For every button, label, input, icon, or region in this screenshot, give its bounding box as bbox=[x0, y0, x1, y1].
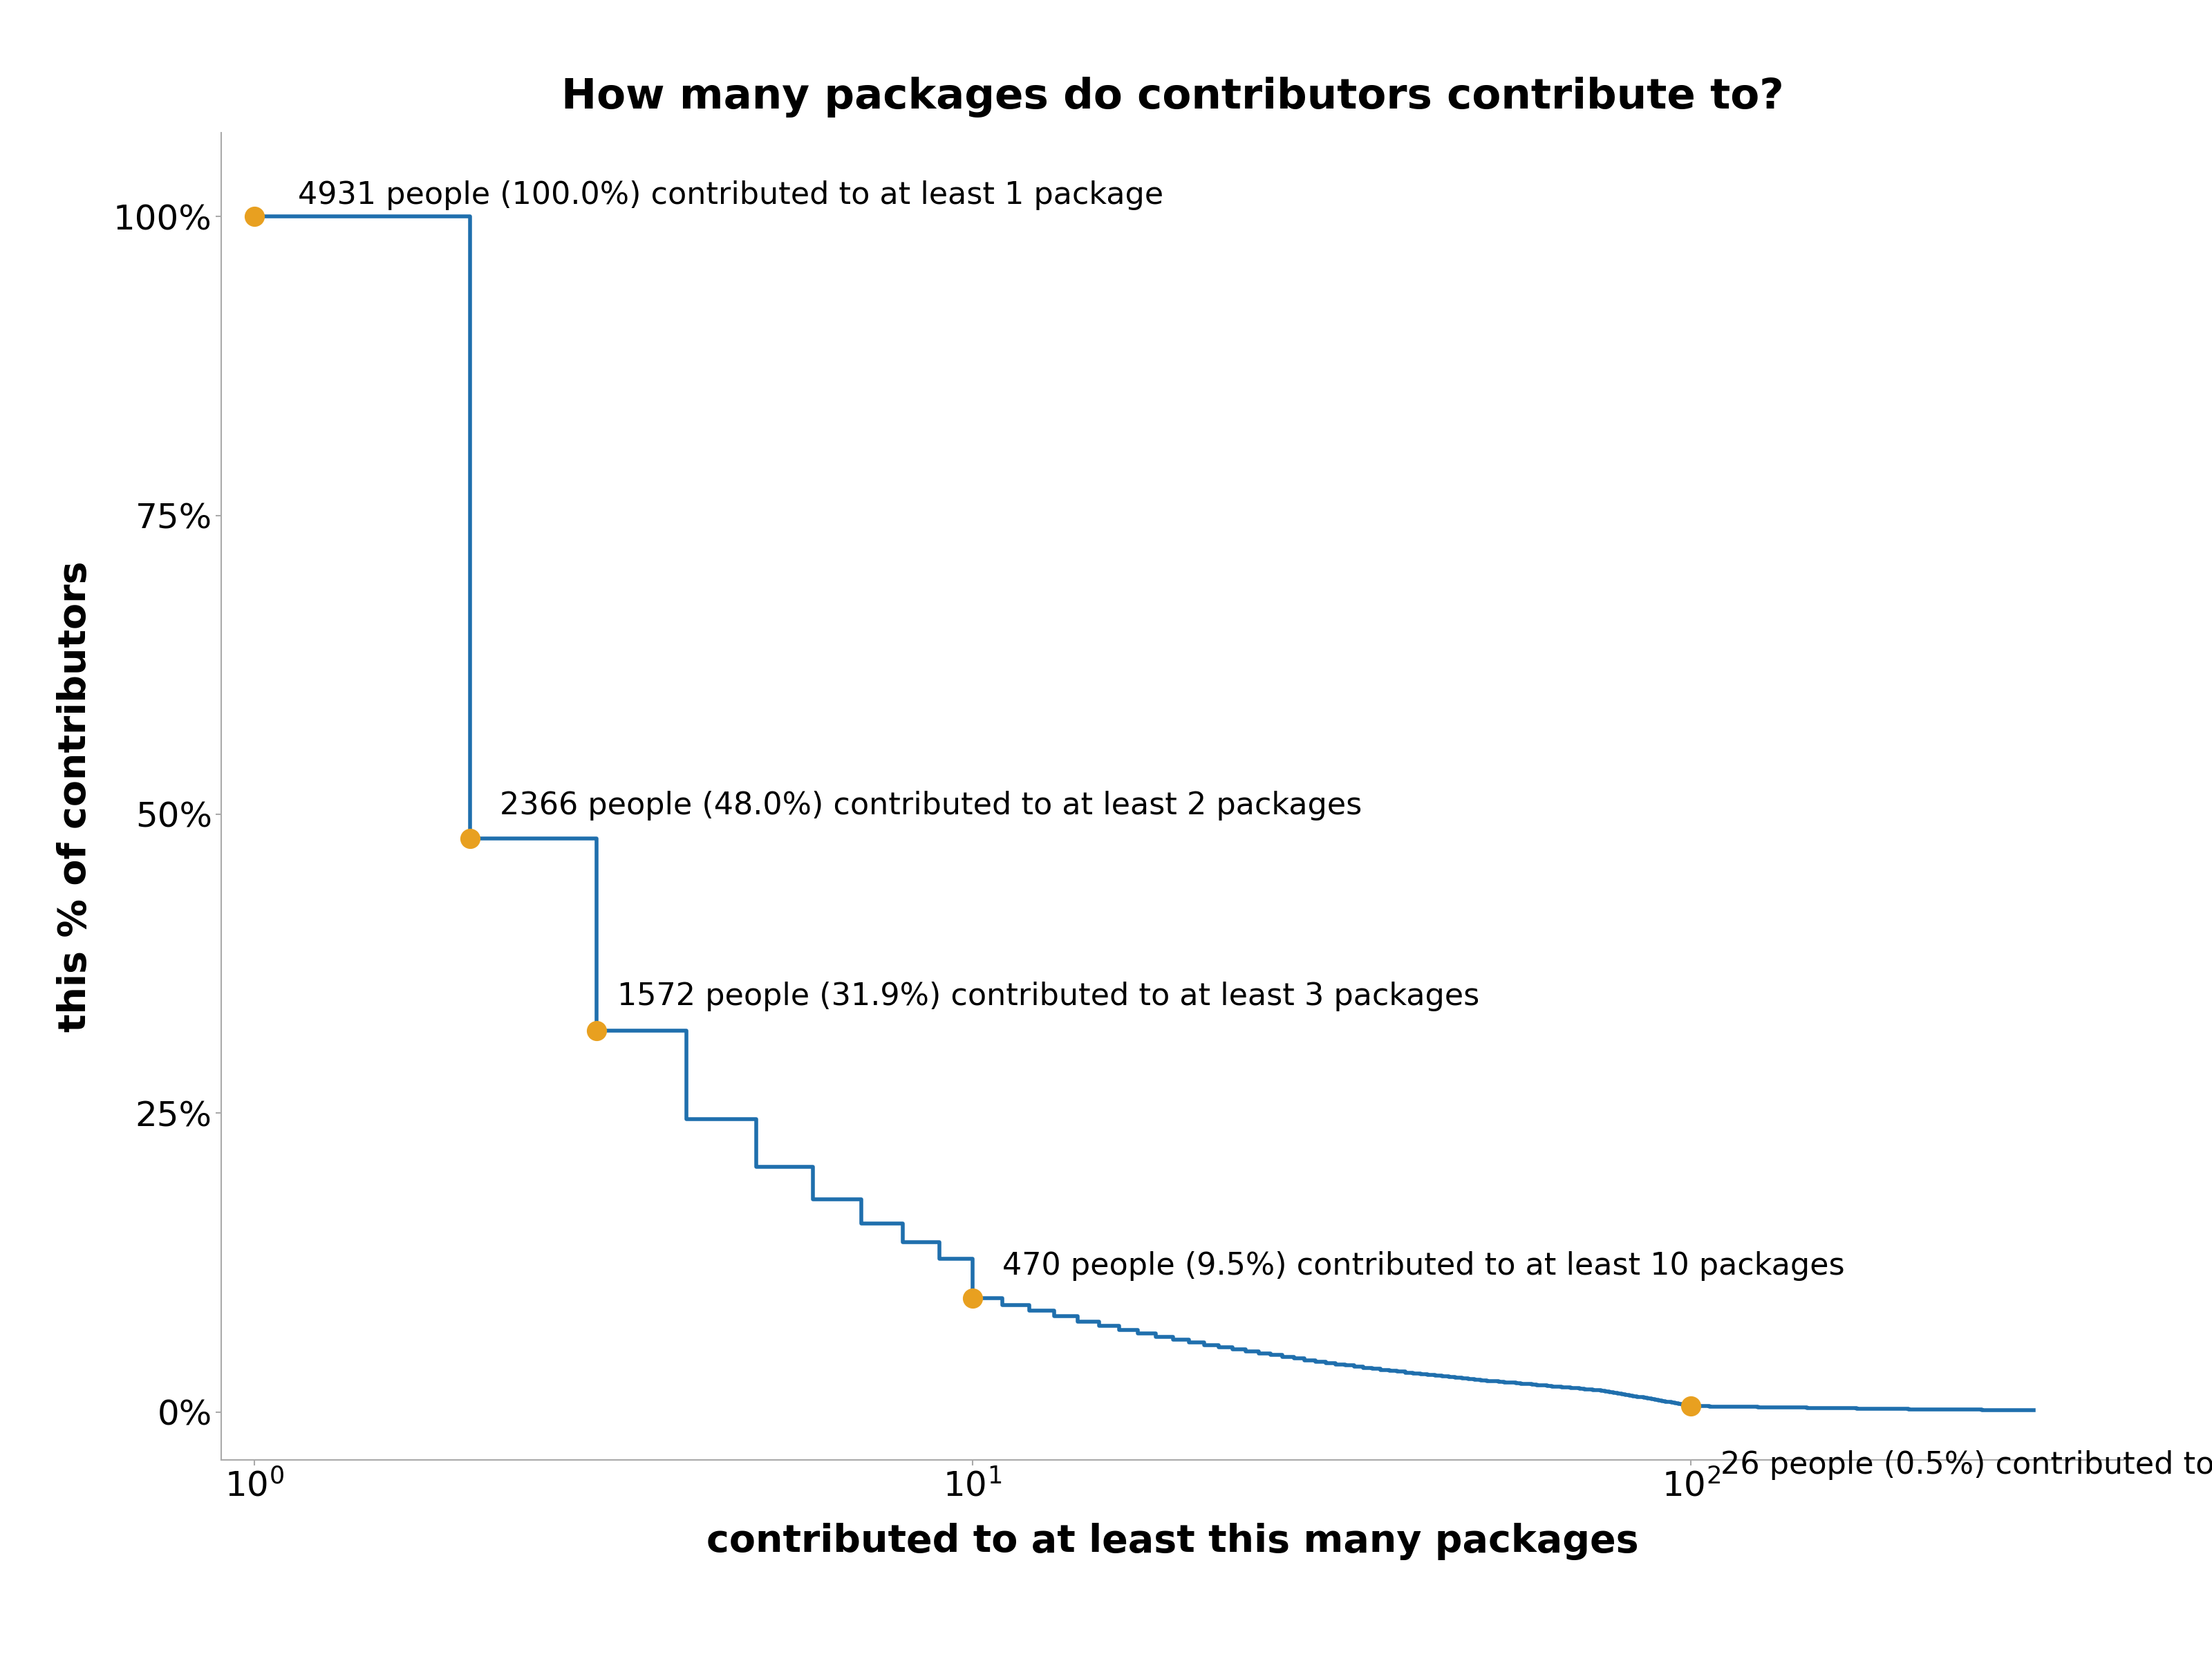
Title: How many packages do contributors contribute to?: How many packages do contributors contri… bbox=[562, 76, 1783, 118]
Text: 470 people (9.5%) contributed to at least 10 packages: 470 people (9.5%) contributed to at leas… bbox=[1002, 1251, 1845, 1281]
Text: 26 people (0.5%) contributed to at least 100 packages: 26 people (0.5%) contributed to at least… bbox=[1721, 1450, 2212, 1480]
Y-axis label: this % of contributors: this % of contributors bbox=[58, 561, 95, 1032]
Text: 1572 people (31.9%) contributed to at least 3 packages: 1572 people (31.9%) contributed to at le… bbox=[617, 982, 1480, 1012]
Text: 4931 people (100.0%) contributed to at least 1 package: 4931 people (100.0%) contributed to at l… bbox=[299, 181, 1164, 211]
Text: 2366 people (48.0%) contributed to at least 2 packages: 2366 people (48.0%) contributed to at le… bbox=[500, 790, 1363, 820]
X-axis label: contributed to at least this many packages: contributed to at least this many packag… bbox=[706, 1523, 1639, 1559]
